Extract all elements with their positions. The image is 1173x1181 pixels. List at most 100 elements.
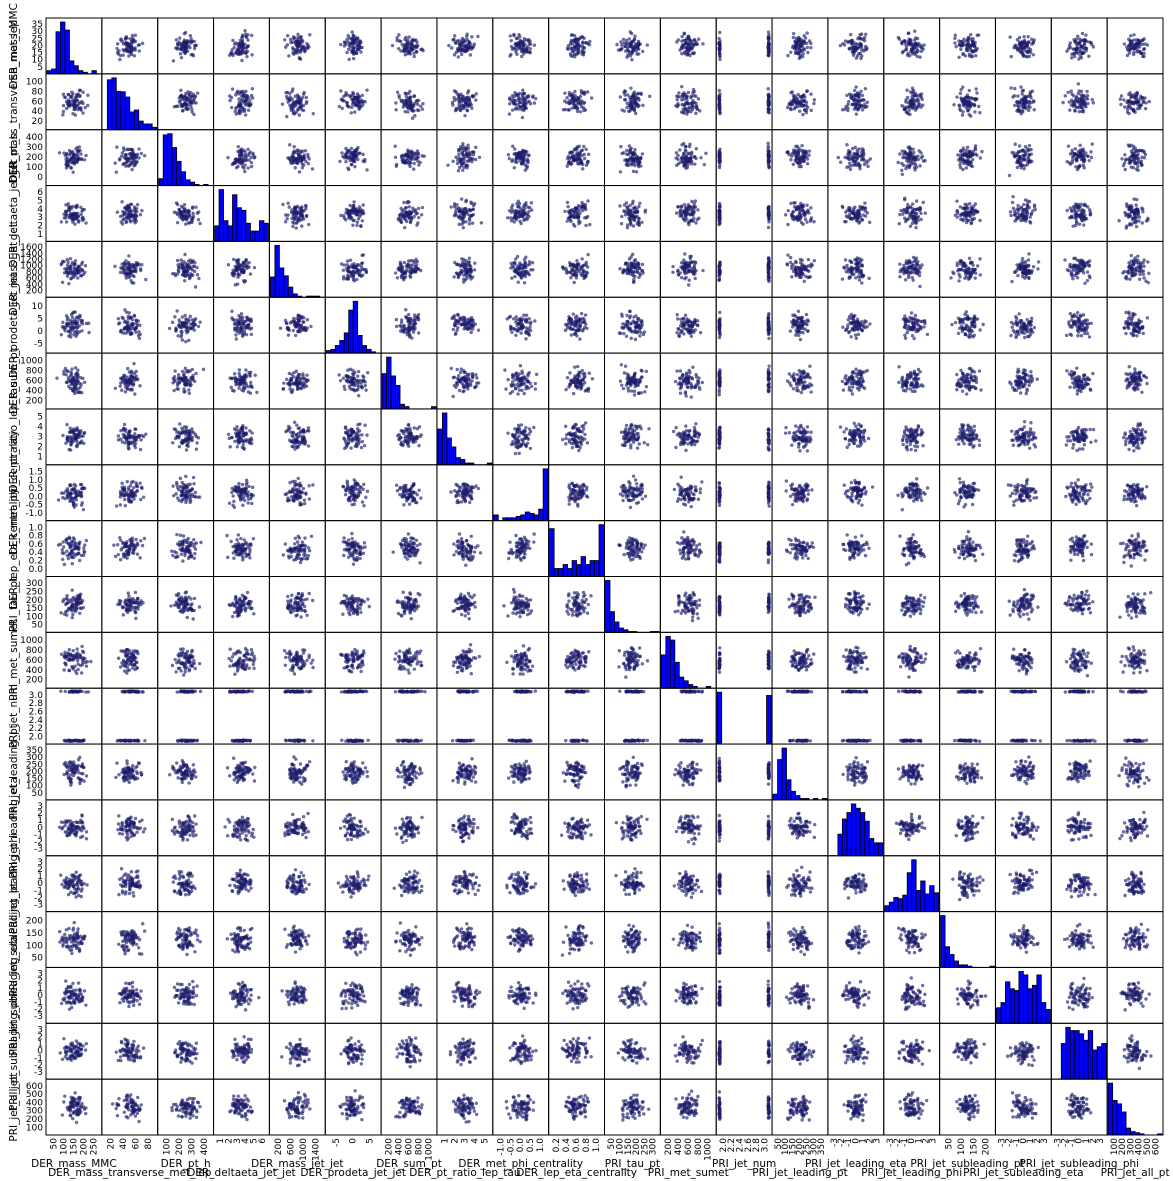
scatter-point [530, 201, 533, 204]
scatter-point [1070, 90, 1073, 93]
cell-1-10 [605, 74, 661, 130]
scatter-point [1008, 174, 1011, 177]
scatter-point [352, 51, 355, 54]
scatter-point [563, 91, 566, 94]
scatter-point [795, 42, 798, 45]
scatter-point [526, 165, 529, 168]
scatter-point [1078, 164, 1081, 167]
scatter-point [360, 46, 363, 49]
scatter-point [396, 91, 399, 94]
scatter-point [693, 202, 696, 205]
scatter-point [312, 112, 315, 115]
scatter-point [900, 149, 903, 152]
scatter-point [785, 151, 788, 154]
scatter-point [345, 51, 348, 54]
scatter-point [406, 155, 409, 158]
scatter-point [693, 162, 696, 165]
scatter-point [859, 52, 862, 55]
scatter-point [686, 163, 689, 166]
scatter-point [718, 166, 721, 169]
scatter-point [417, 163, 420, 166]
scatter-point [718, 111, 721, 114]
scatter-point [961, 113, 964, 116]
scatter-point [197, 210, 200, 213]
scatter-point [521, 89, 524, 92]
scatter-point [348, 204, 351, 207]
scatter-point [1076, 106, 1079, 109]
scatter-point [959, 160, 962, 163]
scatter-point [346, 212, 349, 215]
scatter-point [343, 216, 346, 219]
scatter-point [684, 39, 687, 42]
scatter-point [637, 163, 640, 166]
scatter-point [855, 112, 858, 115]
scatter-point [1019, 85, 1022, 88]
scatter-point [626, 49, 629, 52]
scatter-point [852, 102, 855, 105]
scatter-point [695, 147, 698, 150]
scatter-point [302, 109, 305, 112]
scatter-point [957, 56, 960, 59]
scatter-point [68, 149, 71, 152]
scatter-point [897, 161, 900, 164]
scatter-point [508, 96, 511, 99]
scatter-point [786, 106, 789, 109]
scatter-point [451, 38, 454, 41]
scatter-point [809, 92, 812, 95]
histogram-bar-1-6 [130, 112, 134, 130]
scatter-point [704, 152, 707, 155]
scatter-point [1127, 112, 1130, 115]
scatter-point [242, 157, 245, 160]
cell-1-13 [772, 74, 828, 130]
cell-frame [716, 18, 772, 74]
scatter-point [1080, 110, 1083, 113]
scatter-point [971, 153, 974, 156]
scatter-point [522, 154, 525, 157]
scatter-point [625, 149, 628, 152]
scatter-point [468, 222, 471, 225]
scatter-point [407, 151, 410, 154]
scatter-point [66, 164, 69, 167]
scatter-point [244, 103, 247, 106]
scatter-point [406, 41, 409, 44]
scatter-point [641, 152, 644, 155]
scatter-point [1022, 101, 1025, 104]
scatter-point [861, 108, 864, 111]
cell-1-6 [381, 74, 437, 130]
scatter-point [419, 48, 422, 51]
scatter-point [588, 40, 591, 43]
scatter-point [414, 208, 417, 211]
scatter-point [677, 91, 680, 94]
scatter-point [1136, 169, 1139, 172]
cell-0-18 [1051, 18, 1107, 74]
scatter-point [1077, 82, 1080, 85]
scatter-point [294, 95, 297, 98]
scatter-point [1148, 100, 1151, 103]
scatter-point [635, 103, 638, 106]
scatter-point [1129, 106, 1132, 109]
scatter-point [1136, 165, 1139, 168]
scatter-point [286, 34, 289, 37]
scatter-point [339, 89, 342, 92]
scatter-point [134, 213, 137, 216]
scatter-point [523, 159, 526, 162]
scatter-point [288, 99, 291, 102]
scatter-point [402, 49, 405, 52]
scatter-point [920, 50, 923, 53]
scatter-point [353, 165, 356, 168]
histogram-bar-0-3 [60, 22, 64, 74]
scatter-point [296, 33, 299, 36]
scatter-point [302, 93, 305, 96]
scatter-point [674, 156, 677, 159]
scatter-point [1073, 109, 1076, 112]
scatter-point [570, 33, 573, 36]
scatter-point [1122, 164, 1125, 167]
scatter-point [568, 93, 571, 96]
scatter-point [1142, 52, 1145, 55]
scatter-point [583, 157, 586, 160]
scatter-point [249, 156, 252, 159]
scatter-point [507, 153, 510, 156]
scatter-point [1087, 55, 1090, 58]
scatter-point [968, 89, 971, 92]
scatter-point [583, 216, 586, 219]
